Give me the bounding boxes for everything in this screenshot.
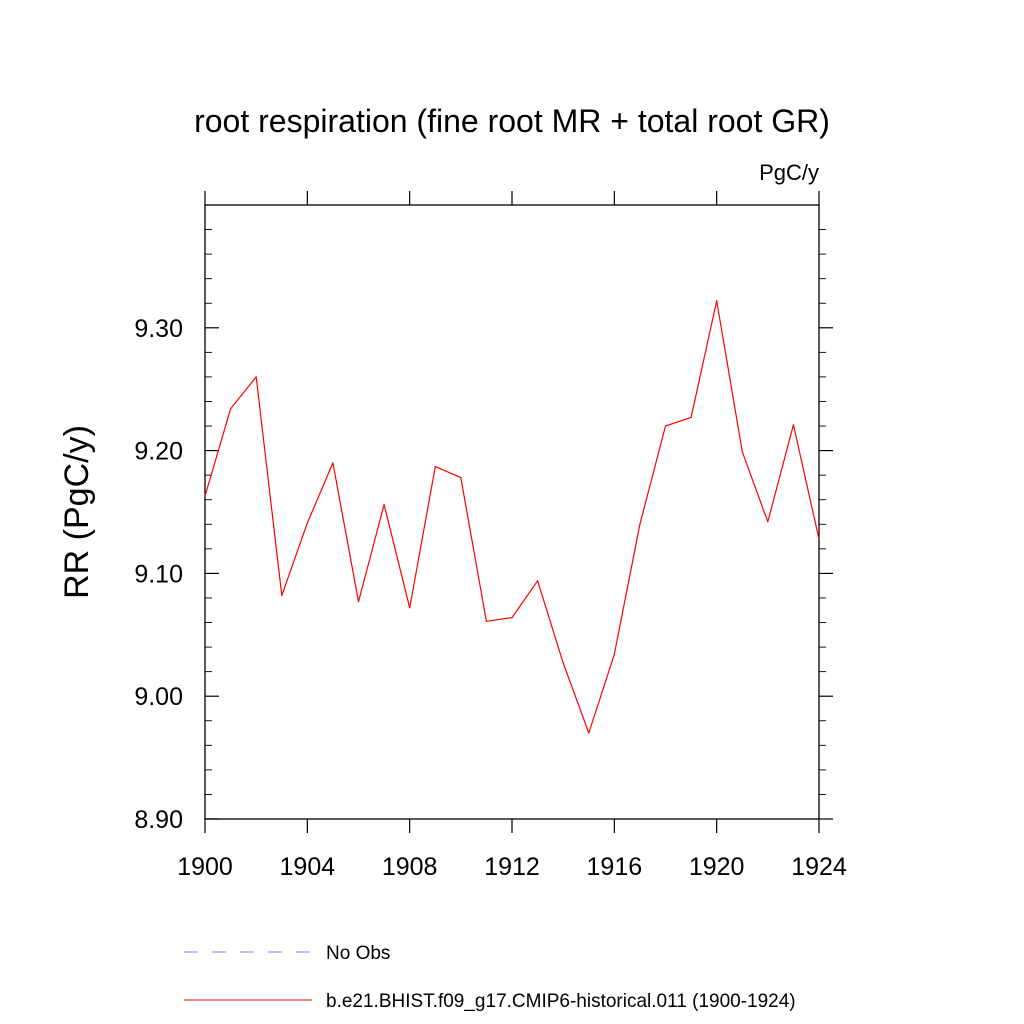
- x-tick-label: 1920: [689, 853, 745, 881]
- chart-title: root respiration (fine root MR + total r…: [194, 103, 830, 139]
- x-tick-label: 1912: [484, 853, 540, 881]
- y-tick-label: 9.10: [134, 560, 183, 588]
- legend-label: No Obs: [326, 943, 390, 964]
- data-point: [690, 416, 692, 419]
- x-tick-label: 1904: [280, 853, 336, 881]
- series-line: [204, 300, 820, 734]
- data-point: [460, 477, 462, 479]
- y-tick-label: 9.30: [134, 315, 183, 343]
- x-tick-label: 1916: [587, 853, 643, 881]
- data-point: [613, 653, 615, 656]
- data-point: [562, 662, 564, 664]
- data-point: [204, 495, 206, 497]
- data-point: [255, 376, 257, 378]
- data-point: [383, 504, 385, 506]
- data-point: [357, 601, 360, 603]
- data-point: [332, 462, 334, 464]
- units-label: PgC/y: [759, 160, 819, 185]
- x-tick-label: 1900: [177, 853, 233, 881]
- y-axis-label: RR (PgC/y): [58, 425, 96, 599]
- tick-labels: 1900 1904 1908 1912 1916 1920 1924 8.90 9.00 9.10…: [134, 315, 847, 881]
- series-layer: [204, 300, 820, 734]
- x-tick-label: 1924: [791, 853, 847, 881]
- data-point: [664, 425, 667, 427]
- legend: No Obs b.e21.BHIST.f09_g17.CMIP6-historic…: [184, 943, 796, 1012]
- data-point: [485, 620, 488, 622]
- data-point: [767, 521, 769, 523]
- data-point: [639, 523, 641, 525]
- x-tick-label: 1908: [382, 853, 438, 881]
- data-point: [818, 538, 820, 540]
- legend-label: b.e21.BHIST.f09_g17.CMIP6-historical.011…: [326, 991, 796, 1012]
- data-point: [281, 594, 283, 597]
- plot-frame: [204, 204, 820, 820]
- axis-ticks: [204, 191, 833, 833]
- data-point: [588, 732, 590, 734]
- y-tick-label: 8.90: [134, 806, 183, 834]
- data-point: [229, 408, 232, 410]
- data-point: [306, 522, 308, 524]
- y-tick-label: 9.00: [134, 683, 183, 711]
- data-point: [716, 300, 718, 302]
- data-point: [741, 451, 743, 453]
- data-point: [434, 465, 436, 468]
- data-point: [792, 424, 795, 426]
- data-point: [409, 607, 411, 609]
- y-tick-label: 9.20: [134, 438, 183, 466]
- data-point: [536, 580, 539, 582]
- data-point: [511, 617, 513, 619]
